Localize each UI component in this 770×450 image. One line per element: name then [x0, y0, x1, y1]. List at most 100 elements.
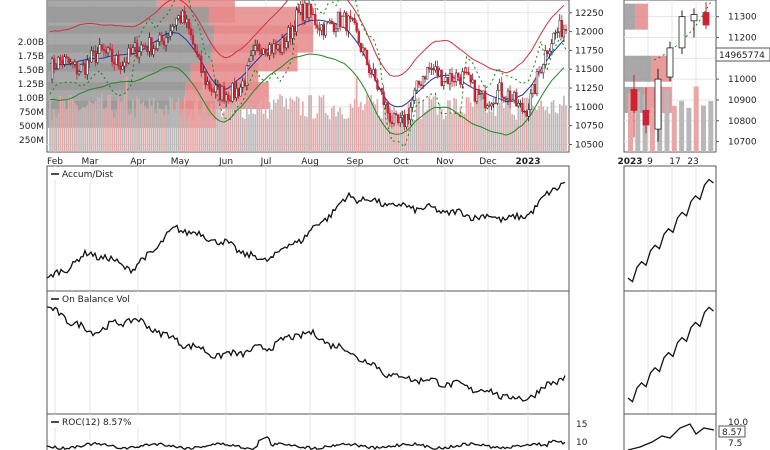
volume-bar — [163, 115, 165, 152]
volume-bar — [428, 96, 431, 152]
price-candles — [50, 0, 568, 131]
candle-body — [200, 55, 203, 73]
volume-bar — [565, 105, 567, 152]
accum-dist-title: Accum/Dist — [62, 170, 114, 180]
candle-body — [475, 89, 479, 102]
candle-body — [465, 71, 468, 74]
vbp-bar-red — [635, 3, 648, 30]
volume-bar — [341, 114, 343, 152]
candle-body — [413, 89, 416, 101]
volume-bar — [540, 100, 542, 152]
volume-bar — [519, 98, 522, 152]
candle-body — [214, 84, 217, 93]
date-tick-label: Dec — [479, 157, 496, 167]
volume-bar — [94, 101, 97, 152]
vbp-bar-gray — [624, 3, 636, 30]
inset-volume-label: 14965774 — [719, 51, 765, 61]
candle-body — [463, 71, 466, 73]
volume-bar — [105, 107, 107, 152]
candle-body — [266, 52, 269, 56]
volume-bar — [478, 98, 480, 152]
upper-band-line — [49, 0, 565, 77]
volume-bar — [415, 98, 418, 152]
volume-bar — [671, 105, 677, 152]
candle-body — [293, 26, 296, 32]
candle-body — [237, 88, 240, 97]
candle-body — [297, 9, 300, 13]
candle-body — [363, 47, 367, 51]
volume-bar — [248, 114, 250, 152]
price-tick-label: 11000 — [575, 103, 604, 113]
candle-body — [79, 64, 83, 72]
volume-bar — [536, 110, 538, 152]
candle-body — [666, 47, 674, 78]
volume-bar — [393, 107, 395, 152]
candle-body — [415, 80, 418, 91]
candle-body — [218, 84, 222, 101]
candle-body — [334, 28, 338, 32]
candle-body — [152, 48, 155, 55]
volume-bar — [181, 112, 184, 152]
volume-bar — [451, 113, 453, 152]
volume-bar — [382, 101, 385, 152]
volume-bar — [233, 99, 236, 152]
candle-body — [90, 50, 93, 63]
price-tick-label: 11300 — [728, 13, 757, 23]
candle-body — [251, 50, 255, 57]
candle-body — [171, 26, 174, 32]
volume-bar — [360, 101, 362, 152]
candle-body — [239, 86, 242, 97]
volume-bar — [368, 99, 370, 152]
candle-body — [77, 71, 81, 75]
volume-bar — [337, 111, 339, 152]
volume-bar — [679, 100, 685, 152]
volume-bar — [250, 104, 252, 152]
volume-bar — [432, 96, 435, 152]
volume-bar — [219, 100, 221, 152]
volume-bar — [119, 101, 122, 152]
date-tick-label: Sep — [347, 157, 364, 167]
candle-body — [417, 80, 421, 85]
roc-inset-tick-label: 10.0 — [728, 418, 748, 428]
candle-body — [521, 102, 524, 112]
candle-body — [106, 47, 110, 54]
candle-body — [531, 84, 534, 94]
volume-bar — [63, 100, 66, 152]
volume-bar — [268, 102, 271, 152]
obv-inset-frame — [623, 290, 717, 416]
volume-bar — [161, 109, 163, 152]
volume-bar — [167, 114, 169, 152]
candle-body — [552, 32, 555, 44]
candle-body — [65, 56, 68, 58]
candle-body — [268, 44, 271, 56]
volume-bar — [372, 101, 375, 152]
volume-bar — [111, 110, 113, 152]
candle-body — [247, 60, 251, 66]
candle-body — [376, 80, 379, 90]
candle-body — [550, 43, 553, 52]
candle-body — [104, 50, 108, 54]
roc-inset-value: 8.57 — [722, 428, 742, 438]
candle-body — [307, 3, 311, 18]
candle-body — [390, 121, 394, 124]
roc-title: ROC(12) 8.57% — [62, 418, 132, 428]
candle-body — [92, 50, 95, 52]
candle-body — [432, 68, 435, 71]
candle-body — [202, 71, 205, 73]
volume-bar — [138, 99, 140, 152]
volume-bar — [494, 115, 497, 152]
volume-bar — [98, 98, 101, 152]
volume-bar — [397, 118, 399, 152]
volume-bar — [204, 101, 207, 152]
candle-body — [295, 9, 298, 32]
volume-bar — [144, 106, 147, 152]
roc-line — [46, 436, 566, 450]
candle-body — [320, 24, 323, 31]
volume-bar — [264, 96, 267, 152]
volume-bar — [455, 98, 457, 152]
candle-body — [303, 2, 307, 21]
candle-body — [212, 91, 215, 93]
volume-bar — [471, 107, 474, 152]
candle-body — [260, 50, 263, 55]
candle-body — [654, 78, 662, 130]
